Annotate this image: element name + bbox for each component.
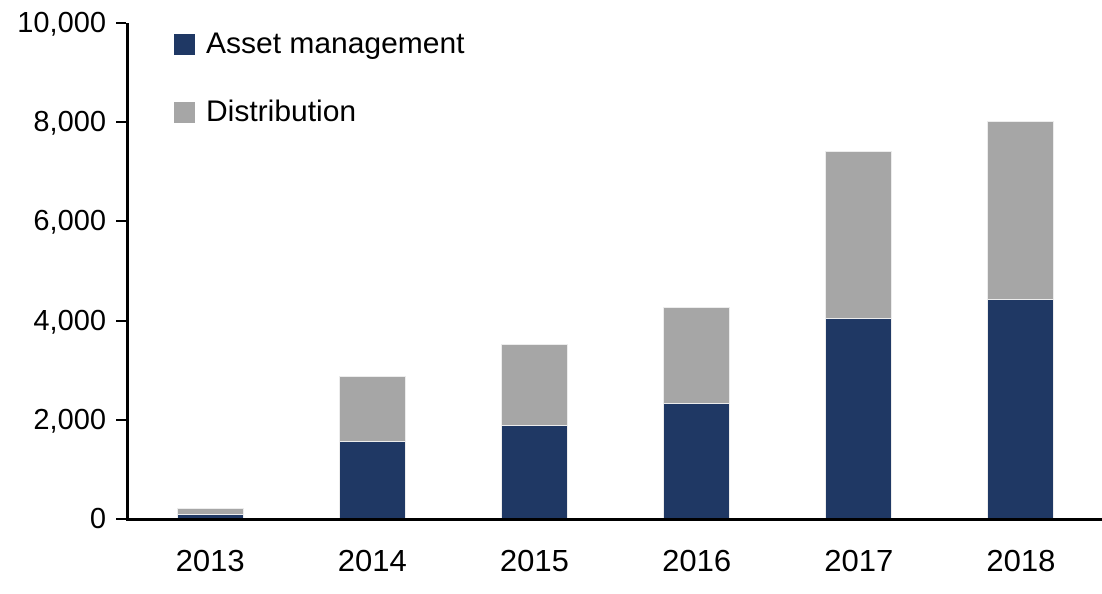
y-axis-line xyxy=(126,23,129,521)
y-axis-tick-6,000 xyxy=(116,220,126,223)
legend-label-asset-management: Asset management xyxy=(206,27,465,60)
y-axis-tick-10,000 xyxy=(116,22,126,24)
x-tick-label-2015: 2015 xyxy=(499,543,569,578)
y-tick-label-6,000: 6,000 xyxy=(33,205,106,238)
legend-item-distribution: Distribution xyxy=(174,95,356,129)
y-tick-label-10,000: 10,000 xyxy=(17,7,106,39)
bar-segment-distribution-2013 xyxy=(177,509,243,515)
y-axis-tick-2,000 xyxy=(116,418,126,421)
x-axis-line xyxy=(126,518,1102,521)
legend-swatch-distribution xyxy=(174,101,195,123)
legend-item-asset-management: Asset management xyxy=(174,27,464,61)
bar-segment-asset-management-2018 xyxy=(988,298,1054,519)
y-tick-label-8,000: 8,000 xyxy=(33,106,106,139)
legend-label-distribution: Distribution xyxy=(206,95,357,128)
x-tick-label-2017: 2017 xyxy=(824,543,894,578)
y-axis-tick-0 xyxy=(116,518,126,520)
y-axis-tick-4,000 xyxy=(116,319,126,322)
bar-segment-asset-management-2016 xyxy=(664,403,730,519)
x-tick-label-2014: 2014 xyxy=(337,543,407,578)
y-tick-label-0: 0 xyxy=(89,503,106,535)
x-tick-label-2013: 2013 xyxy=(175,543,245,578)
bar-segment-asset-management-2013 xyxy=(177,514,243,519)
bar-segment-asset-management-2017 xyxy=(826,318,892,519)
x-tick-label-2018: 2018 xyxy=(986,543,1056,578)
bar-segment-asset-management-2015 xyxy=(501,424,567,519)
y-tick-label-2,000: 2,000 xyxy=(33,403,106,436)
bar-segment-distribution-2016 xyxy=(664,308,730,404)
bar-segment-distribution-2014 xyxy=(339,376,405,442)
y-tick-label-4,000: 4,000 xyxy=(33,304,106,337)
x-tick-label-2016: 2016 xyxy=(662,543,732,578)
y-axis-tick-8,000 xyxy=(116,121,126,124)
bar-segment-distribution-2015 xyxy=(501,345,567,425)
bar-segment-asset-management-2014 xyxy=(339,441,405,519)
legend-swatch-asset-management xyxy=(174,33,195,55)
bar-segment-distribution-2017 xyxy=(826,151,892,319)
bar-segment-distribution-2018 xyxy=(988,122,1054,299)
